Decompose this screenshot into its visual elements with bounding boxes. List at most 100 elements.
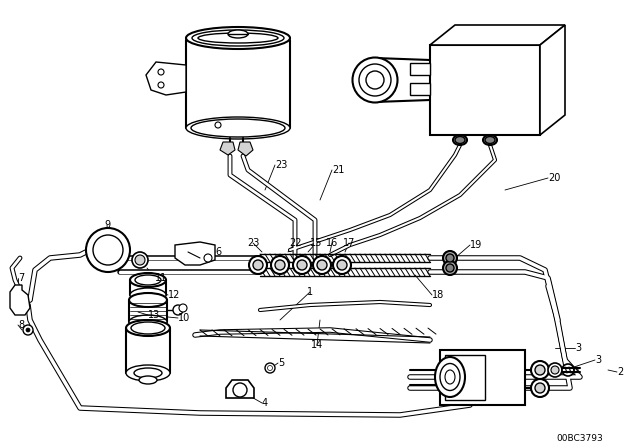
Text: 10: 10 bbox=[178, 313, 190, 323]
Circle shape bbox=[233, 383, 247, 397]
Ellipse shape bbox=[134, 368, 162, 378]
Circle shape bbox=[249, 256, 267, 274]
Polygon shape bbox=[220, 142, 235, 155]
Circle shape bbox=[173, 305, 183, 315]
Ellipse shape bbox=[131, 322, 165, 334]
Polygon shape bbox=[540, 25, 565, 135]
Polygon shape bbox=[146, 62, 186, 95]
Polygon shape bbox=[226, 380, 254, 398]
Polygon shape bbox=[430, 25, 565, 45]
Text: 2: 2 bbox=[617, 367, 623, 377]
Text: 15: 15 bbox=[310, 238, 322, 248]
Circle shape bbox=[293, 256, 311, 274]
Circle shape bbox=[268, 366, 273, 370]
Text: 00BC3793: 00BC3793 bbox=[557, 434, 604, 443]
Text: 14: 14 bbox=[311, 340, 323, 350]
Circle shape bbox=[23, 325, 33, 335]
Ellipse shape bbox=[485, 137, 495, 143]
Text: 9: 9 bbox=[104, 220, 110, 230]
Circle shape bbox=[333, 256, 351, 274]
Circle shape bbox=[158, 69, 164, 75]
Ellipse shape bbox=[483, 135, 497, 145]
Ellipse shape bbox=[198, 33, 278, 43]
Polygon shape bbox=[175, 242, 215, 265]
Circle shape bbox=[135, 255, 145, 265]
Text: 5: 5 bbox=[278, 358, 284, 368]
Circle shape bbox=[271, 256, 289, 274]
Text: 1: 1 bbox=[307, 287, 313, 297]
Polygon shape bbox=[440, 350, 525, 405]
Circle shape bbox=[265, 363, 275, 373]
Text: 18: 18 bbox=[432, 290, 444, 300]
Circle shape bbox=[535, 365, 545, 375]
Circle shape bbox=[313, 256, 331, 274]
Circle shape bbox=[548, 363, 562, 377]
Text: 6: 6 bbox=[215, 247, 221, 257]
Text: 13: 13 bbox=[148, 310, 160, 320]
Circle shape bbox=[443, 261, 457, 275]
Ellipse shape bbox=[126, 365, 170, 381]
Ellipse shape bbox=[366, 71, 384, 89]
Circle shape bbox=[204, 254, 212, 262]
Polygon shape bbox=[10, 285, 30, 315]
Ellipse shape bbox=[130, 288, 166, 302]
Circle shape bbox=[551, 366, 559, 374]
Polygon shape bbox=[445, 355, 485, 400]
Circle shape bbox=[275, 260, 285, 270]
Circle shape bbox=[535, 383, 545, 393]
Ellipse shape bbox=[453, 135, 467, 145]
Ellipse shape bbox=[445, 370, 455, 384]
Ellipse shape bbox=[191, 119, 285, 137]
Text: 8: 8 bbox=[18, 320, 24, 330]
Ellipse shape bbox=[359, 64, 391, 96]
Circle shape bbox=[179, 304, 187, 312]
Text: 12: 12 bbox=[168, 290, 180, 300]
Text: 4: 4 bbox=[262, 398, 268, 408]
Text: 22: 22 bbox=[289, 238, 301, 248]
Circle shape bbox=[158, 82, 164, 88]
Ellipse shape bbox=[186, 27, 290, 49]
Ellipse shape bbox=[126, 320, 170, 336]
Ellipse shape bbox=[130, 273, 166, 287]
Ellipse shape bbox=[135, 275, 161, 285]
Ellipse shape bbox=[435, 357, 465, 397]
Ellipse shape bbox=[139, 376, 157, 384]
Polygon shape bbox=[238, 142, 253, 156]
Circle shape bbox=[337, 260, 347, 270]
Text: 20: 20 bbox=[548, 173, 561, 183]
Ellipse shape bbox=[129, 315, 167, 329]
Circle shape bbox=[446, 264, 454, 272]
Polygon shape bbox=[430, 45, 540, 135]
Text: 3: 3 bbox=[595, 355, 601, 365]
Text: 21: 21 bbox=[332, 165, 344, 175]
Text: 23: 23 bbox=[247, 238, 259, 248]
Text: 23: 23 bbox=[275, 160, 287, 170]
Text: 16: 16 bbox=[326, 238, 338, 248]
Text: 7: 7 bbox=[18, 273, 24, 283]
Text: 11: 11 bbox=[155, 273, 167, 283]
Circle shape bbox=[317, 260, 327, 270]
Ellipse shape bbox=[353, 57, 397, 103]
Circle shape bbox=[531, 379, 549, 397]
Circle shape bbox=[132, 252, 148, 268]
Circle shape bbox=[443, 251, 457, 265]
Circle shape bbox=[215, 122, 221, 128]
Ellipse shape bbox=[228, 30, 248, 38]
Ellipse shape bbox=[129, 293, 167, 307]
Ellipse shape bbox=[440, 363, 460, 391]
Circle shape bbox=[562, 364, 574, 376]
Polygon shape bbox=[410, 63, 430, 75]
Circle shape bbox=[253, 260, 263, 270]
Text: 19: 19 bbox=[470, 240, 483, 250]
Ellipse shape bbox=[455, 137, 465, 143]
Ellipse shape bbox=[192, 30, 284, 46]
Circle shape bbox=[531, 361, 549, 379]
Text: 3: 3 bbox=[575, 343, 581, 353]
Polygon shape bbox=[410, 83, 430, 95]
Circle shape bbox=[446, 254, 454, 262]
Circle shape bbox=[297, 260, 307, 270]
Circle shape bbox=[26, 328, 30, 332]
Text: 17: 17 bbox=[343, 238, 355, 248]
Circle shape bbox=[93, 235, 123, 265]
Ellipse shape bbox=[186, 117, 290, 139]
